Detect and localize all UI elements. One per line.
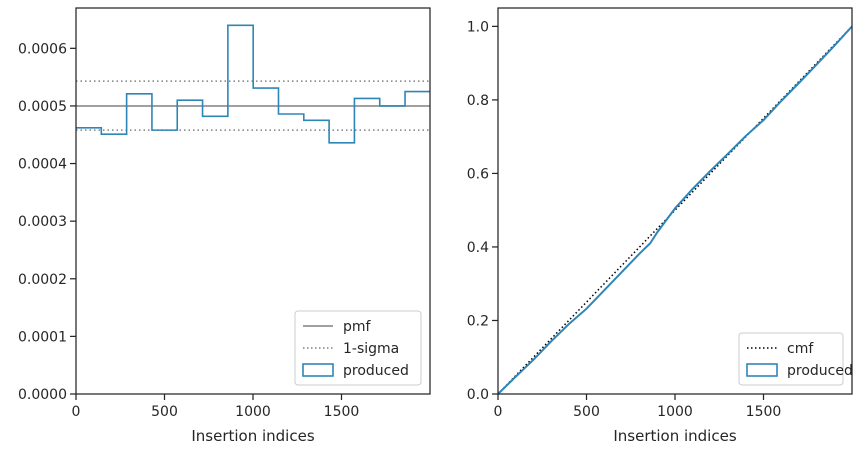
subplot-2: 0 500 1000 1500 0.0 0.2 0.4 0.6 0.8 1.0 Insertion … [467,7,853,445]
y-tick-label: 0.0000 [18,387,67,403]
produced-histogram [76,24,430,144]
y-tick-label: 0.0006 [18,41,67,57]
x-tick-label: 500 [573,404,600,420]
produced-line [497,25,853,395]
subplot-1: 0 500 1000 1500 0.0000 0.0001 0.0002 0.0003 0.00… [18,7,431,445]
x-tick-label: 1500 [324,404,360,420]
y-tick-label: 0.0003 [18,214,67,230]
x-tick-label: 0 [72,404,81,420]
y-tick-label: 0.4 [467,240,489,256]
x-tick-label: 500 [151,404,178,420]
legend-box [294,310,422,386]
y-tick-label: 0.8 [467,93,489,109]
legend-handle-patch [746,363,778,377]
legend-box [738,332,844,386]
y-tick-label: 0.0001 [18,329,67,345]
x-tick-label: 1000 [235,404,271,420]
x-tick-label: 0 [494,404,503,420]
y-tick-label: 0.0004 [18,157,67,173]
legend-label: produced [343,363,409,379]
legend: cmf produced [738,332,853,386]
y-tick-label: 0.0005 [18,99,67,115]
legend-handle-patch [302,363,334,377]
legend-label: pmf [343,319,372,335]
y-tick-label: 0.6 [467,166,489,182]
y-tick-label: 0.0 [467,387,489,403]
legend-label: produced [787,363,853,379]
legend: pmf 1-sigma produced [294,310,422,386]
x-axis-label: Insertion indices [613,427,736,445]
y-tick-label: 0.2 [467,313,489,329]
y-tick-label: 1.0 [467,19,489,35]
legend-label: cmf [787,341,814,357]
x-axis-label: Insertion indices [191,427,314,445]
legend-label: 1-sigma [343,341,399,357]
x-tick-label: 1000 [657,404,693,420]
y-tick-label: 0.0002 [18,272,67,288]
x-tick-label: 1500 [746,404,782,420]
